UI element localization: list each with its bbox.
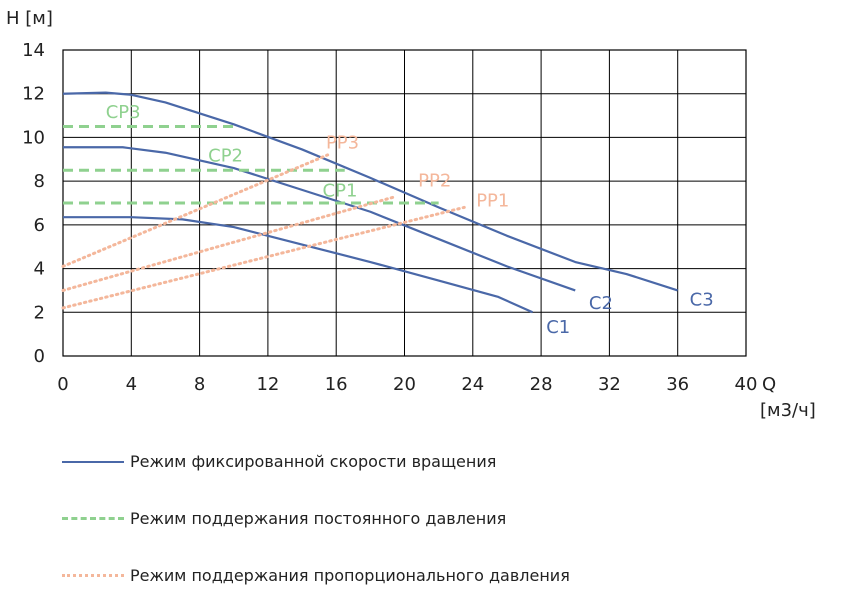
- legend-label-constant: Режим поддержания постоянного давления: [130, 509, 507, 528]
- y-tick-label: 8: [34, 171, 45, 192]
- x-tick-label: 40: [735, 374, 758, 395]
- x-tick-label: 12: [256, 374, 279, 395]
- y-axis-title: H [м]: [6, 8, 53, 29]
- y-tick-label: 4: [34, 259, 45, 280]
- y-tick-label: 10: [22, 127, 45, 148]
- series-c1: [63, 216, 534, 314]
- legend-label-proportional: Режим поддержания пропорционального давл…: [130, 566, 570, 585]
- legend-swatch-fixed: [62, 460, 124, 463]
- curve-label-pp3: PP3: [326, 132, 359, 153]
- curve-label-c3: C3: [690, 290, 714, 311]
- legend-item-proportional: Режим поддержания пропорционального давл…: [62, 566, 570, 585]
- series-c3: [62, 91, 679, 292]
- legend-label-fixed: Режим фиксированной скорости вращения: [130, 452, 497, 471]
- curve-labels: C1 C2 C3 CP1 CP2 CP3 PP1 PP2 PP3: [106, 102, 714, 338]
- series-c2: [63, 146, 576, 292]
- grid: [62, 49, 747, 357]
- curve-label-cp1: CP1: [323, 180, 358, 201]
- y-tick-label: 6: [34, 215, 45, 236]
- series-pp3: [61, 153, 330, 268]
- curve-label-c2: C2: [589, 293, 613, 314]
- x-tick-label: 36: [666, 374, 689, 395]
- curve-label-c1: C1: [546, 317, 570, 338]
- x-axis-unit: [м3/ч]: [760, 400, 816, 420]
- x-tick-label: 28: [530, 374, 553, 395]
- legend-item-constant: Режим поддержания постоянного давления: [62, 509, 506, 528]
- y-tick-label: 14: [22, 40, 45, 61]
- legend-swatch-constant: [62, 517, 124, 520]
- series-pp2: [61, 194, 398, 292]
- x-tick-label: 8: [194, 374, 205, 395]
- curve-label-cp3: CP3: [106, 102, 141, 123]
- y-tick-label: 0: [34, 346, 45, 367]
- series-pp1: [61, 205, 466, 310]
- x-axis-title: Q: [762, 374, 776, 395]
- y-tick-label: 12: [22, 84, 45, 105]
- legend-swatch-proportional: [62, 574, 124, 577]
- curve-label-pp1: PP1: [476, 190, 509, 211]
- x-tick-label: 20: [393, 374, 416, 395]
- x-tick-label: 32: [598, 374, 621, 395]
- y-tick-label: 2: [34, 302, 45, 323]
- series-layer: [61, 91, 679, 314]
- curve-label-pp2: PP2: [418, 171, 451, 192]
- x-tick-label: 24: [461, 374, 484, 395]
- curve-label-cp2: CP2: [208, 145, 243, 166]
- legend-item-fixed: Режим фиксированной скорости вращения: [62, 452, 496, 471]
- x-tick-label: 16: [325, 374, 348, 395]
- x-tick-label: 0: [57, 374, 68, 395]
- x-tick-label: 4: [126, 374, 137, 395]
